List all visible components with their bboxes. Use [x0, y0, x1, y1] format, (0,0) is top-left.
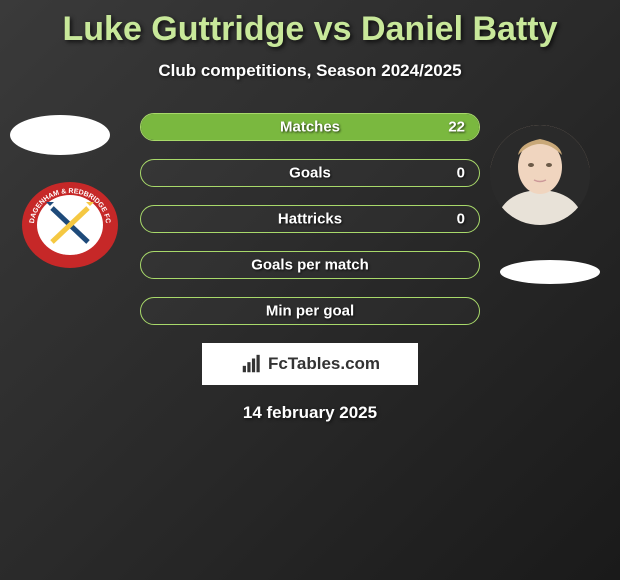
- stat-right-value: 0: [457, 165, 465, 182]
- stats-container: Matches 22 Goals 0 Hattricks 0 Goals per match…: [140, 113, 480, 325]
- subtitle: Club competitions, Season 2024/2025: [0, 61, 620, 81]
- player-right-avatar: [490, 125, 590, 225]
- stat-label: Hattricks: [278, 211, 342, 228]
- page-title: Luke Guttridge vs Daniel Batty: [0, 0, 620, 49]
- player-left-avatar-placeholder: [10, 115, 110, 155]
- club-crest-left: DAGENHAM & REDBRIDGE FC 1992: [20, 180, 120, 270]
- svg-text:1992: 1992: [62, 248, 78, 255]
- stat-row: Goals per match: [140, 251, 480, 279]
- stat-right-value: 0: [457, 211, 465, 228]
- stat-row: Goals 0: [140, 159, 480, 187]
- chart-icon: [240, 353, 262, 375]
- stat-label: Goals per match: [251, 257, 369, 274]
- stat-row: Matches 22: [140, 113, 480, 141]
- stat-label: Goals: [289, 165, 331, 182]
- branding-text: FcTables.com: [268, 354, 380, 374]
- stat-row: Min per goal: [140, 297, 480, 325]
- player-right-crest-placeholder: [500, 260, 600, 284]
- date-text: 14 february 2025: [0, 403, 620, 423]
- stat-label: Min per goal: [266, 303, 354, 320]
- stat-label: Matches: [280, 119, 340, 136]
- branding-badge: FcTables.com: [202, 343, 418, 385]
- stat-right-value: 22: [448, 119, 465, 136]
- stat-row: Hattricks 0: [140, 205, 480, 233]
